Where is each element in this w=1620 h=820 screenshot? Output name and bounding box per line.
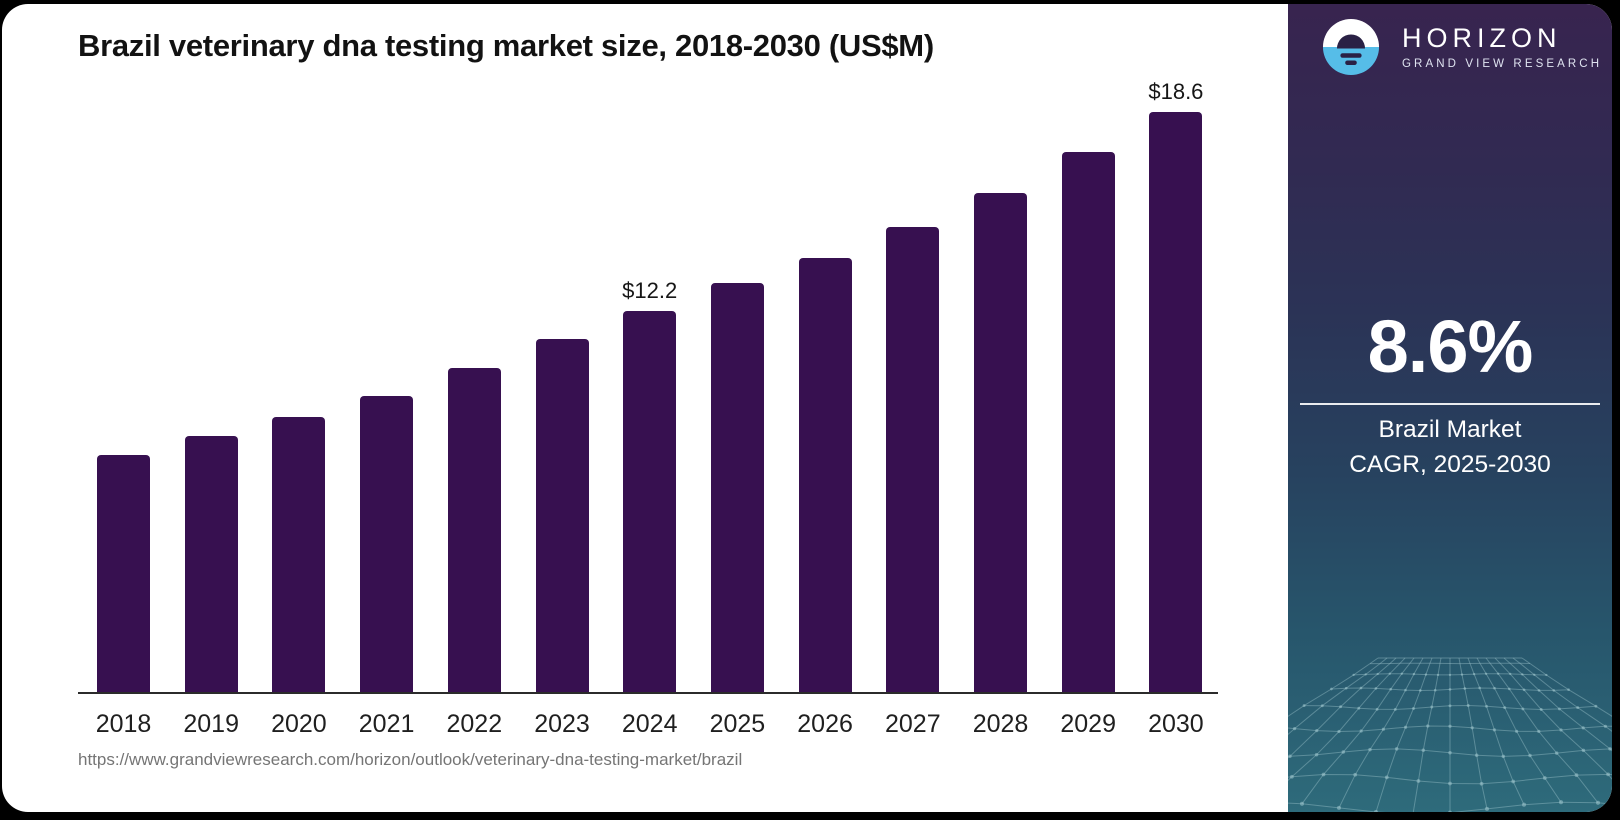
x-tick-2018: 2018 — [95, 710, 152, 738]
bar-value-label-2030: $18.6 — [1148, 78, 1204, 104]
brand-text: HORIZON GRAND VIEW RESEARCH — [1402, 22, 1603, 70]
x-axis-line — [78, 692, 1218, 694]
bar-2025 — [710, 283, 764, 692]
report-card: Brazil veterinary dna testing market siz… — [2, 4, 1612, 812]
x-tick-2024: 2024 — [621, 710, 678, 738]
x-tick-2029: 2029 — [1060, 710, 1116, 738]
horizon-logo-icon — [1322, 18, 1380, 76]
cagr-label: Brazil Market CAGR, 2025-2030 — [1288, 412, 1612, 482]
bar-2022 — [447, 367, 501, 692]
bar-2023 — [535, 339, 589, 692]
bar-2024 — [623, 311, 677, 692]
x-tick-2021: 2021 — [358, 710, 415, 738]
x-tick-2019: 2019 — [183, 710, 239, 738]
x-tick-2020: 2020 — [271, 710, 327, 738]
x-tick-2025: 2025 — [709, 710, 766, 738]
brand-subtitle: GRAND VIEW RESEARCH — [1402, 57, 1603, 70]
cagr-label-line2: CAGR, 2025-2030 — [1349, 451, 1551, 478]
bar-2030 — [1149, 111, 1203, 692]
bar-2026 — [798, 258, 852, 692]
bar-chart-plot-area: 2018 2019 2020 2021 2022 2023 2024 2025 2026 2027… — [2, 4, 1288, 812]
cagr-label-line1: Brazil Market — [1378, 416, 1522, 443]
bar-2029 — [1061, 152, 1115, 692]
bar-value-label-2024: $12.2 — [622, 278, 678, 304]
wireframe-mesh-graphic — [1288, 657, 1612, 812]
bar-2028 — [974, 192, 1027, 692]
brand-name: HORIZON — [1402, 22, 1562, 53]
bar-2027 — [886, 227, 940, 692]
bar-2019 — [184, 436, 238, 692]
sidebar: HORIZON GRAND VIEW RESEARCH 8.6% Brazil … — [1288, 4, 1612, 812]
x-tick-2026: 2026 — [797, 710, 853, 738]
x-tick-2030: 2030 — [1148, 710, 1204, 738]
bar-2021 — [360, 395, 414, 692]
bar-2018 — [97, 454, 150, 692]
bar-2020 — [272, 417, 326, 692]
cagr-value: 8.6% — [1367, 305, 1534, 388]
x-tick-2023: 2023 — [534, 710, 590, 738]
brand-lockup: HORIZON GRAND VIEW RESEARCH — [1322, 18, 1602, 76]
source-url: https://www.grandviewresearch.com/horizo… — [78, 750, 743, 769]
chart-title: Brazil veterinary dna testing market siz… — [78, 28, 934, 63]
x-tick-2027: 2027 — [884, 710, 941, 738]
x-tick-2022: 2022 — [446, 710, 503, 738]
x-tick-2028: 2028 — [972, 710, 1029, 738]
stat-divider — [1300, 403, 1600, 405]
